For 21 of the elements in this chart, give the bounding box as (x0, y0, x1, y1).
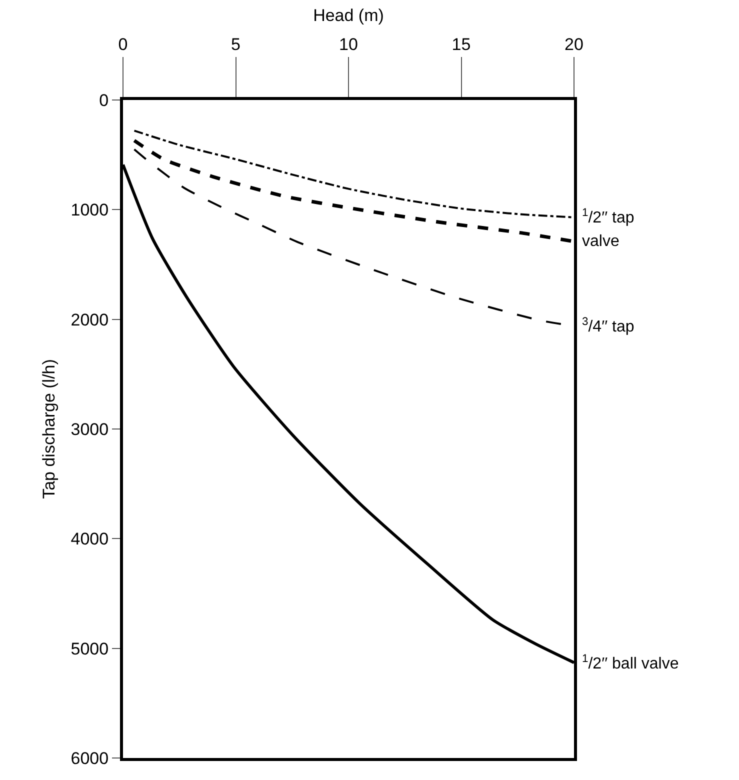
y-tick-label: 3000 (70, 420, 109, 439)
x-tick-label: 10 (339, 35, 358, 54)
series-label: valve (582, 233, 620, 250)
y-tick-label: 4000 (70, 530, 109, 549)
series-label: $^{1}$/2′′ tap (582, 207, 634, 227)
y-tick-label: 5000 (70, 639, 109, 658)
y-tick-label: 1000 (70, 200, 109, 220)
x-tick-label: 15 (452, 35, 471, 54)
line-series (133, 130, 574, 218)
y-tick-label: 2000 (70, 310, 109, 330)
y-tick-label: 0 (99, 90, 109, 110)
x-axis-title: Head (m) (313, 6, 384, 25)
series-label: $^{1}$/2′′ ball valve (582, 653, 679, 673)
series-label: $^{3}$/4′′ tap (582, 316, 634, 336)
y-tick-label: 6000 (70, 748, 109, 768)
x-tick-label: 0 (118, 35, 128, 54)
line-series (123, 163, 574, 664)
line-series (132, 138, 574, 244)
x-tick-label: 5 (231, 35, 240, 54)
y-axis-title: Tap discharge (l/h) (39, 359, 58, 499)
x-tick-label: 20 (564, 35, 584, 54)
